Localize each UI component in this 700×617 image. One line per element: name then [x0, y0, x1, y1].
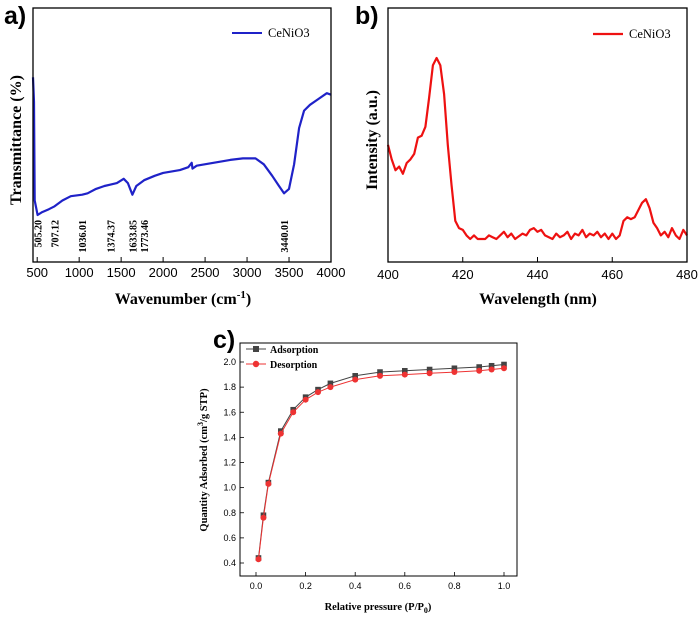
panel-b-frame — [387, 7, 688, 263]
peak-label: 1633.85 — [128, 220, 139, 253]
adsorption-series-line — [258, 364, 505, 559]
panel-c-legend-label-adsorption: Adsorption — [270, 345, 319, 356]
panel-a-x-ticks: 500 1000 1500 2000 2500 3000 3500 4000 — [26, 257, 345, 280]
panel-a-peak-labels: 505.20 707.12 1036.01 1374.37 1633.85 1773.46… — [34, 220, 291, 253]
desorption-point — [476, 367, 483, 374]
adsorption-point — [501, 361, 507, 368]
x-tick-label: 1000 — [65, 265, 94, 280]
panel-c-y-axis-title: Quantity Adsorbed (cm3/g STP) — [196, 388, 210, 532]
x-tick-label: 1500 — [107, 265, 136, 280]
desorption-point — [302, 396, 309, 403]
peak-label: 1773.46 — [140, 220, 151, 253]
panel-a-ftir-chart: a) 500 1000 1500 2000 2500 3000 3500 4000 505.2… — [4, 2, 345, 308]
panel-c-legend-marker-desorption — [252, 360, 260, 368]
y-tick-label: 2.0 — [223, 357, 236, 367]
desorption-point — [451, 369, 458, 376]
x-tick-label: 440 — [527, 267, 549, 282]
desorption-point — [315, 389, 321, 396]
panel-b-legend: CeNiO3 — [593, 27, 671, 41]
panel-c-axis-ticks: 0.0 0.2 0.4 0.6 0.8 1.0 0.4 0.6 0.8 1.0 1.2 1.4 1.6 1… — [223, 357, 510, 591]
desorption-point — [277, 430, 284, 437]
panel-c-plot-area — [255, 361, 507, 563]
desorption-point — [327, 384, 334, 391]
x-tick-label: 3500 — [275, 265, 304, 280]
adsorption-point — [476, 364, 482, 370]
ftir-series-line — [31, 77, 332, 217]
panel-b-y-axis-title: Intensity (a.u.) — [364, 90, 381, 190]
x-tick-label: 460 — [601, 267, 623, 282]
panel-c-frame — [239, 342, 518, 577]
desorption-point — [488, 366, 495, 373]
panel-b-emission-chart: b) 400 420 440 460 480 CeNiO3 Intensity (a.u… — [355, 2, 698, 308]
desorption-point — [290, 409, 297, 416]
x-tick-label: 0.6 — [399, 581, 412, 591]
panel-b-plot-area — [386, 56, 688, 241]
panel-a-legend-label: CeNiO3 — [268, 26, 310, 40]
desorption-point — [377, 372, 383, 379]
panel-c-isotherm-chart: c) 0.0 0.2 0.4 0.6 0.8 1.0 0.4 0.6 0.8 1.0 1.2 1.4 1… — [196, 326, 518, 615]
x-tick-label: 420 — [452, 267, 474, 282]
desorption-point — [426, 370, 433, 377]
x-tick-label: 1.0 — [498, 581, 511, 591]
adsorption-point — [488, 362, 495, 369]
x-tick-label: 3000 — [233, 265, 262, 280]
x-tick-label: 480 — [676, 267, 698, 282]
panel-c-legend: Adsorption Desorption — [246, 345, 319, 371]
panel-b-letter: b) — [355, 2, 379, 30]
panel-b-x-axis-title: Wavelength (nm) — [479, 291, 597, 308]
y-tick-label: 1.0 — [223, 483, 236, 493]
desorption-point — [401, 371, 408, 378]
x-tick-label: 0.0 — [250, 581, 263, 591]
desorption-point — [260, 514, 267, 521]
adsorption-point — [377, 369, 383, 375]
x-tick-label: 0.2 — [299, 581, 312, 591]
adsorption-point — [327, 380, 334, 387]
panel-b-x-ticks: 400 420 440 460 480 — [377, 257, 698, 282]
peak-label: 1036.01 — [78, 220, 89, 253]
panel-c-legend-marker-adsorption — [253, 346, 259, 352]
y-tick-label: 0.8 — [223, 508, 236, 518]
desorption-point — [501, 365, 507, 372]
y-tick-label: 1.8 — [223, 382, 236, 392]
adsorption-point — [402, 367, 408, 374]
peak-label: 1374.37 — [107, 220, 118, 253]
x-tick-label: 0.8 — [448, 581, 461, 591]
y-tick-label: 1.6 — [223, 407, 236, 417]
panel-a-legend: CeNiO3 — [232, 26, 310, 40]
x-tick-label: 400 — [377, 267, 399, 282]
panel-a-frame — [32, 7, 332, 263]
x-tick-label: 2000 — [149, 265, 178, 280]
panel-b-legend-label: CeNiO3 — [629, 27, 671, 41]
panel-c-x-axis-title: Relative pressure (P/P0) — [325, 602, 432, 615]
desorption-point — [352, 376, 359, 383]
adsorption-point — [451, 365, 458, 372]
desorption-point — [255, 556, 262, 563]
y-tick-label: 1.2 — [223, 458, 236, 468]
panel-a-x-axis-title: Wavenumber (cm-1) — [115, 289, 251, 308]
panel-a-plot-area — [31, 77, 332, 217]
panel-c-legend-label-desorption: Desorption — [270, 360, 318, 371]
x-tick-label: 0.4 — [349, 581, 362, 591]
panel-a-y-axis-title: Transmittance (%) — [8, 75, 25, 205]
adsorption-point — [352, 373, 358, 379]
panel-a-letter: a) — [4, 2, 26, 30]
y-tick-label: 0.6 — [223, 533, 236, 543]
desorption-series-line — [258, 367, 505, 560]
peak-label: 707.12 — [51, 220, 62, 248]
adsorption-point — [426, 366, 433, 373]
peak-label: 3440.01 — [280, 220, 291, 253]
panel-c-letter: c) — [213, 326, 235, 354]
emission-series-line — [386, 56, 688, 241]
desorption-point — [265, 480, 272, 487]
x-tick-label: 500 — [26, 265, 48, 280]
y-tick-label: 1.4 — [223, 432, 236, 442]
x-tick-label: 2500 — [191, 265, 220, 280]
y-tick-label: 0.4 — [223, 558, 236, 568]
peak-label: 505.20 — [34, 220, 45, 248]
x-tick-label: 4000 — [317, 265, 346, 280]
